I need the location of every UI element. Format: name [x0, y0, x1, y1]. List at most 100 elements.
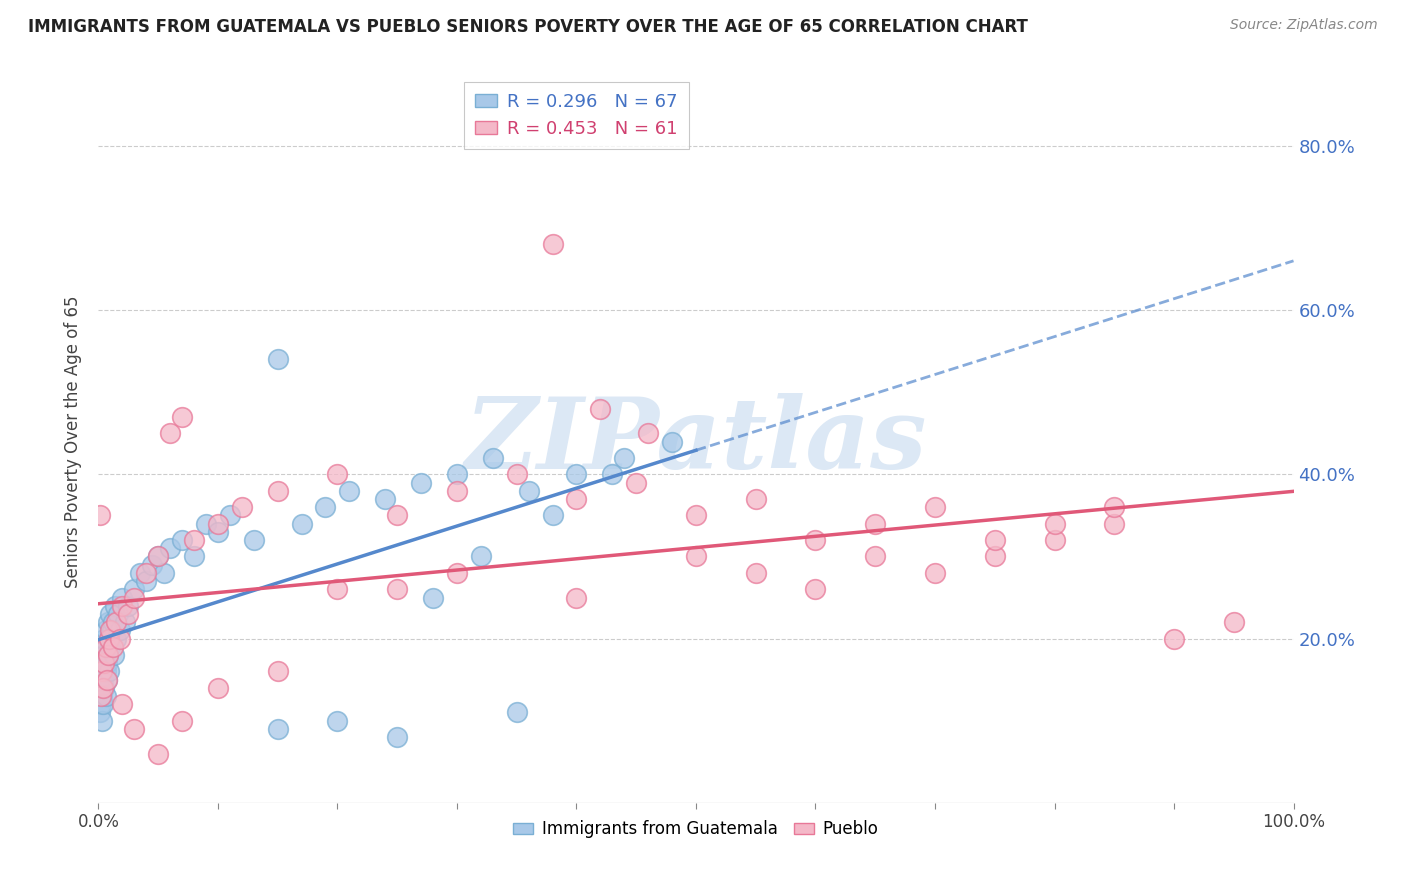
Point	[374, 491, 396, 506]
Point	[135, 566, 157, 580]
Legend: Immigrants from Guatemala, Pueblo: Immigrants from Guatemala, Pueblo	[506, 814, 886, 845]
Point	[685, 508, 707, 523]
Point	[98, 632, 121, 646]
Point	[385, 508, 409, 523]
Text: Source: ZipAtlas.com: Source: ZipAtlas.com	[1230, 18, 1378, 32]
Point	[541, 237, 564, 252]
Point	[114, 615, 136, 630]
Point	[101, 615, 124, 630]
Point	[195, 516, 218, 531]
Point	[685, 549, 707, 564]
Point	[89, 508, 111, 523]
Point	[91, 689, 114, 703]
Point	[637, 426, 659, 441]
Point	[183, 549, 205, 564]
Point	[219, 508, 242, 523]
Point	[267, 665, 290, 679]
Point	[326, 714, 349, 728]
Point	[100, 624, 122, 638]
Point	[98, 665, 121, 679]
Point	[267, 722, 290, 736]
Point	[153, 566, 176, 580]
Point	[90, 698, 112, 712]
Point	[93, 657, 115, 671]
Point	[91, 657, 114, 671]
Point	[91, 665, 114, 679]
Point	[1043, 533, 1066, 547]
Point	[104, 599, 127, 613]
Point	[96, 673, 118, 687]
Point	[90, 689, 112, 703]
Point	[94, 665, 117, 679]
Point	[91, 698, 114, 712]
Point	[111, 591, 134, 605]
Point	[1104, 500, 1126, 515]
Point	[148, 549, 170, 564]
Point	[94, 624, 117, 638]
Point	[446, 483, 468, 498]
Point	[183, 533, 205, 547]
Point	[626, 475, 648, 490]
Point	[141, 558, 163, 572]
Point	[267, 483, 290, 498]
Point	[97, 648, 120, 662]
Point	[924, 566, 946, 580]
Point	[326, 582, 349, 597]
Point	[326, 467, 349, 482]
Point	[159, 541, 181, 556]
Point	[565, 591, 588, 605]
Point	[98, 624, 122, 638]
Point	[207, 516, 229, 531]
Point	[105, 632, 128, 646]
Point	[984, 533, 1007, 547]
Point	[124, 591, 146, 605]
Point	[422, 591, 444, 605]
Point	[98, 640, 122, 654]
Point	[565, 467, 588, 482]
Point	[97, 615, 120, 630]
Point	[93, 681, 115, 695]
Point	[411, 475, 433, 490]
Point	[172, 533, 194, 547]
Point	[745, 491, 768, 506]
Point	[94, 689, 117, 703]
Point	[291, 516, 314, 531]
Y-axis label: Seniors Poverty Over the Age of 65: Seniors Poverty Over the Age of 65	[65, 295, 83, 588]
Point	[984, 549, 1007, 564]
Point	[108, 632, 131, 646]
Point	[315, 500, 337, 515]
Point	[97, 648, 120, 662]
Point	[231, 500, 253, 515]
Point	[172, 714, 194, 728]
Point	[108, 624, 131, 638]
Point	[98, 632, 121, 646]
Point	[93, 632, 115, 646]
Point	[339, 483, 361, 498]
Point	[89, 706, 111, 720]
Point	[267, 352, 290, 367]
Point	[481, 450, 505, 465]
Point	[90, 665, 112, 679]
Point	[172, 409, 194, 424]
Point	[101, 640, 124, 654]
Point	[91, 714, 114, 728]
Point	[385, 582, 409, 597]
Point	[661, 434, 683, 449]
Point	[91, 673, 114, 687]
Point	[135, 574, 157, 588]
Point	[103, 648, 125, 662]
Point	[385, 730, 409, 744]
Point	[91, 681, 114, 695]
Point	[1043, 516, 1066, 531]
Point	[94, 640, 117, 654]
Point	[446, 467, 468, 482]
Point	[565, 491, 588, 506]
Point	[1104, 516, 1126, 531]
Point	[446, 566, 468, 580]
Point	[804, 582, 827, 597]
Point	[124, 582, 146, 597]
Point	[541, 508, 564, 523]
Point	[207, 524, 229, 539]
Point	[91, 640, 114, 654]
Point	[804, 533, 827, 547]
